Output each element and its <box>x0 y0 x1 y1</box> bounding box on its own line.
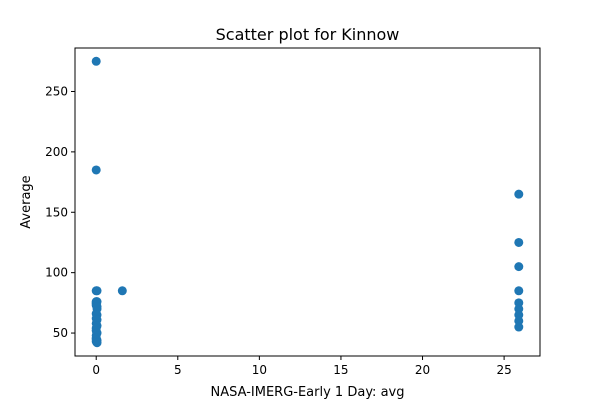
chart-title: Scatter plot for Kinnow <box>216 25 400 44</box>
scatter-point <box>514 322 524 332</box>
y-tick-label: 100 <box>45 266 68 280</box>
scatter-point <box>92 286 102 296</box>
data-points <box>91 56 524 348</box>
y-axis-ticks: 50 100 150 200 250 <box>45 84 75 340</box>
y-tick-label: 200 <box>45 145 68 159</box>
scatter-point <box>117 286 127 296</box>
x-tick-label: 15 <box>333 363 348 377</box>
plot-area-frame <box>74 47 541 357</box>
x-tick-label: 20 <box>415 363 430 377</box>
scatter-point <box>514 262 524 272</box>
x-axis-ticks: 0 5 10 15 20 25 <box>92 356 512 377</box>
scatter-point <box>514 237 524 247</box>
scatter-point <box>514 189 524 199</box>
x-tick-label: 5 <box>174 363 182 377</box>
x-axis-label: NASA-IMERG-Early 1 Day: avg <box>211 385 405 400</box>
x-tick-label: 10 <box>252 363 267 377</box>
x-tick-label: 25 <box>496 363 511 377</box>
scatter-point <box>91 56 101 66</box>
scatter-point <box>91 165 101 175</box>
y-tick-label: 250 <box>45 84 68 98</box>
scatter-point <box>92 338 102 348</box>
y-tick-label: 150 <box>45 205 68 219</box>
y-tick-label: 50 <box>53 326 68 340</box>
y-axis-label: Average <box>19 175 34 228</box>
x-tick-label: 0 <box>92 363 100 377</box>
scatter-point <box>514 286 524 296</box>
scatter-point <box>92 301 102 311</box>
